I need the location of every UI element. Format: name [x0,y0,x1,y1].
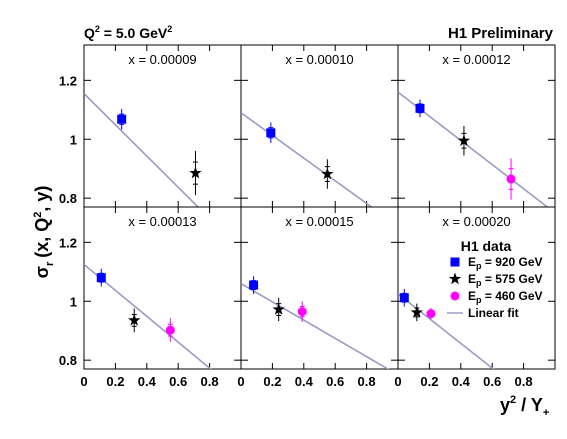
x-tick-label: 0.8 [358,374,376,389]
x-tick-label: 0.2 [263,374,281,389]
fit-group [398,293,495,369]
x-tick-label: 0.2 [420,374,438,389]
y-axis: 0.8 1 1.2 0.8 1 1.2 [59,73,77,368]
legend-marker-575 [448,272,462,285]
x-axis-label: y2 / Y+ [500,394,549,419]
x-tick-label: 0.6 [169,374,187,389]
data-point-920 [266,128,276,138]
linear-fit-line [241,282,390,369]
legend-label-460: Ep = 460 GeV [468,289,543,305]
panel-label: x = 0.00012 [442,52,510,67]
data-point-575 [189,166,202,179]
panel-frame [83,206,242,370]
panel-2: x = 0.00010 [240,44,399,208]
y-tick-label: 1.2 [59,235,77,250]
legend-title: H1 data [461,238,512,254]
x-tick-label: 0.2 [106,374,124,389]
panel-3: x = 0.00012 [397,44,556,208]
panels-group: x = 0.00009 x = 0.00010 x = 0.00012 x = 0.0… [83,44,556,370]
legend-label-920: Ep = 920 GeV [468,255,543,271]
legend-marker-920 [450,257,460,267]
panel-label: x = 0.00009 [128,52,196,67]
y-tick-label: 0.8 [59,353,77,368]
x-tick-label: 0.4 [452,374,471,389]
legend-marker-460 [450,291,460,301]
x-tick-label: 0 [80,374,87,389]
data-point-920 [399,293,409,303]
svg-text:σr(x, Q2, y): σr(x, Q2, y) [32,186,56,279]
legend-label-575: Ep = 575 GeV [468,272,543,288]
linear-fit-line [241,112,373,207]
panel-label: x = 0.00013 [128,214,196,229]
x-axis: 0 0.2 0.4 0.6 0.8 0 0.2 0.4 0.6 0.8 0 0.2 0.4 0.6 0.8 [80,374,532,389]
y-axis-label: σr(x, Q2, y) [32,186,56,279]
preliminary-label: H1 Preliminary [448,25,554,42]
linear-fit-line [398,293,495,369]
x-tick-label: 0.6 [326,374,344,389]
x-tick-label: 0 [237,374,244,389]
x-tick-label: 0.4 [295,374,314,389]
panel-label: x = 0.00015 [285,214,353,229]
data-point-575 [128,313,141,326]
data-point-460 [297,307,307,317]
fit-group [84,263,212,369]
panel-6: x = 0.00020 [397,206,556,370]
y-tick-label: 1.2 [59,73,77,88]
data-point-920 [249,280,259,290]
panel-label: x = 0.00010 [285,52,353,67]
panel-4: x = 0.00013 [83,206,242,370]
y-tick-label: 0.8 [59,191,77,206]
y-tick-label: 1 [70,132,77,147]
panel-frame [83,44,242,208]
x-tick-label: 0.6 [483,374,501,389]
panel-frame [397,44,556,208]
data-point-920 [415,103,425,113]
x-tick-label: 0 [394,374,401,389]
data-point-460 [506,174,516,184]
panel-label: x = 0.00020 [442,214,510,229]
data-point-920 [96,273,106,283]
data-point-460 [426,309,436,319]
x-tick-label: 0.4 [138,374,157,389]
panel-frame [397,206,556,370]
data-point-920 [117,114,127,124]
y-tick-label: 1 [70,294,77,309]
x-tick-label: 0.8 [515,374,533,389]
data-point-575 [272,303,285,315]
q2-label: Q2 = 5.0 GeV2 [84,24,172,41]
data-point-460 [165,325,175,335]
data-point-575 [457,134,471,146]
data-point-575 [410,305,424,318]
panel-frame [240,206,399,370]
fit-group [241,112,373,207]
x-tick-label: 0.8 [201,374,219,389]
legend-label-fit: Linear fit [468,306,519,320]
linear-fit-line [84,263,212,369]
panel-5: x = 0.00015 [240,206,399,370]
linear-fit-line [84,93,200,207]
panel-frame [240,44,399,208]
fit-group [241,282,390,369]
data-point-575 [321,167,334,180]
fit-group [84,93,200,207]
